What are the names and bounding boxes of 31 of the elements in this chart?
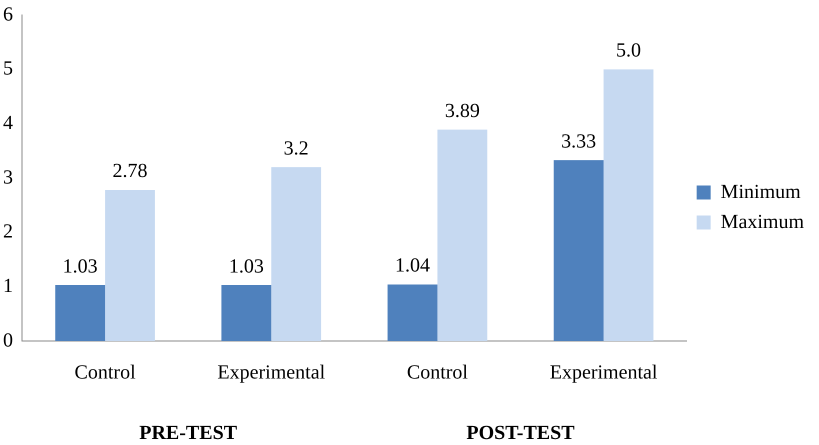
data-label: 1.03	[62, 255, 98, 278]
text: POST-TEST	[466, 422, 576, 444]
data-label: 1.03	[228, 255, 264, 278]
x-tick-label: Experimental	[217, 361, 326, 384]
y-tick-label: 5	[3, 58, 13, 80]
data-label: 5.0	[616, 40, 642, 62]
legend-label: Maximum	[720, 210, 804, 233]
data-label: 2.78	[112, 160, 148, 182]
legend-label: Minimum	[720, 180, 802, 203]
x-tick-label: Control	[406, 361, 468, 384]
y-tick-label: 4	[3, 112, 13, 134]
y-tick-label: 1	[3, 274, 13, 297]
x-tick-label: Experimental	[550, 361, 658, 384]
data-label: 3.33	[561, 130, 596, 152]
data-label: 3.89	[444, 100, 480, 122]
data-label: 3.2	[284, 137, 309, 160]
data-label: 1.04	[394, 254, 430, 277]
bar	[105, 190, 155, 341]
y-tick-label: 6	[3, 3, 13, 26]
y-tick-label: 3	[3, 166, 13, 188]
bar	[55, 285, 106, 341]
y-tick-label: 2	[3, 220, 13, 243]
bar	[221, 285, 272, 341]
bar	[388, 284, 438, 341]
text: PRE-TEST	[139, 422, 238, 444]
bar	[437, 130, 488, 341]
y-tick-label: 0	[3, 329, 13, 352]
bar	[271, 167, 322, 341]
bar	[554, 160, 604, 341]
bar	[604, 69, 654, 341]
x-tick-label: Control	[74, 361, 136, 384]
